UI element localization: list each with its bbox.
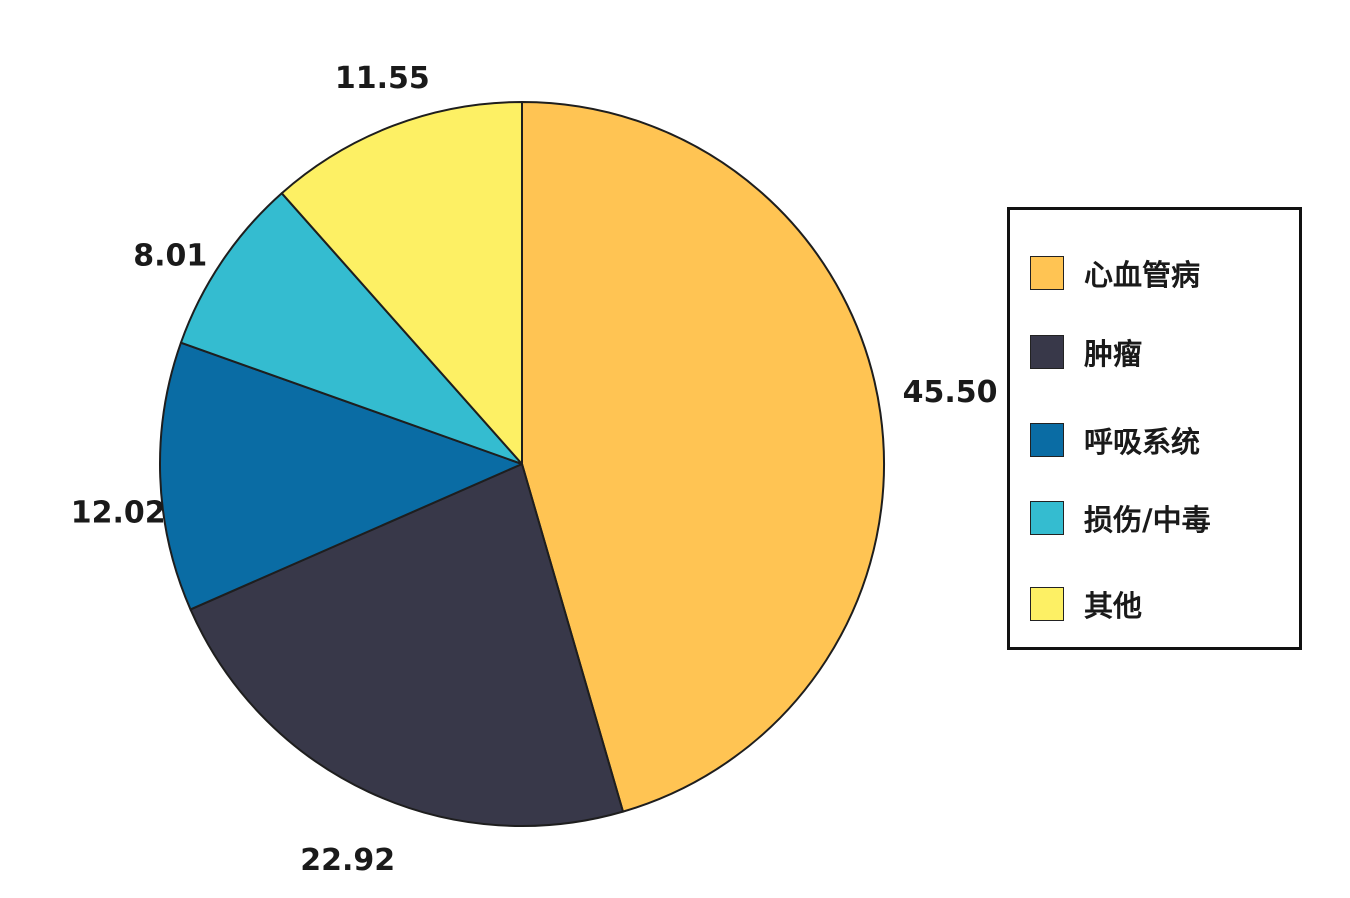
legend-label-other: 其他	[1084, 589, 1143, 623]
data-label-other: 11.55	[335, 61, 430, 96]
legend-swatch-injury-poisoning	[1030, 501, 1064, 535]
legend-swatch-cardiovascular	[1030, 256, 1064, 290]
pie-slice-respiratory	[159, 341, 523, 611]
legend-item-injury-poisoning: 损伤/中毒	[1030, 498, 1211, 538]
data-label-respiratory: 12.02	[71, 495, 166, 530]
pie-slice-injury-poisoning	[179, 192, 523, 465]
legend-swatch-tumor	[1030, 335, 1064, 369]
legend-item-cardiovascular: 心血管病	[1030, 253, 1200, 293]
legend-label-tumor: 肿瘤	[1084, 337, 1143, 371]
legend-item-tumor: 肿瘤	[1030, 332, 1142, 372]
legend-label-respiratory: 呼吸系统	[1084, 425, 1201, 459]
data-label-cardiovascular: 45.50	[903, 375, 998, 410]
legend-swatch-respiratory	[1030, 423, 1064, 457]
legend-label-injury-poisoning: 损伤/中毒	[1084, 503, 1211, 537]
pie-slice-tumor	[189, 463, 624, 827]
data-label-injury-poisoning: 8.01	[133, 239, 207, 274]
legend: 心血管病 肿瘤 呼吸系统 损伤/中毒 其他	[1007, 207, 1302, 650]
pie-data-labels: 45.50 22.92 12.02 8.01 11.55	[71, 61, 998, 878]
legend-label-cardiovascular: 心血管病	[1084, 258, 1201, 292]
legend-item-respiratory: 呼吸系统	[1030, 420, 1200, 460]
data-label-tumor: 22.92	[300, 843, 395, 878]
legend-item-other: 其他	[1030, 584, 1142, 624]
pie-slices	[159, 101, 885, 827]
legend-swatch-other	[1030, 587, 1064, 621]
pie-slice-cardiovascular	[521, 101, 885, 813]
pie-slice-other	[280, 101, 523, 465]
